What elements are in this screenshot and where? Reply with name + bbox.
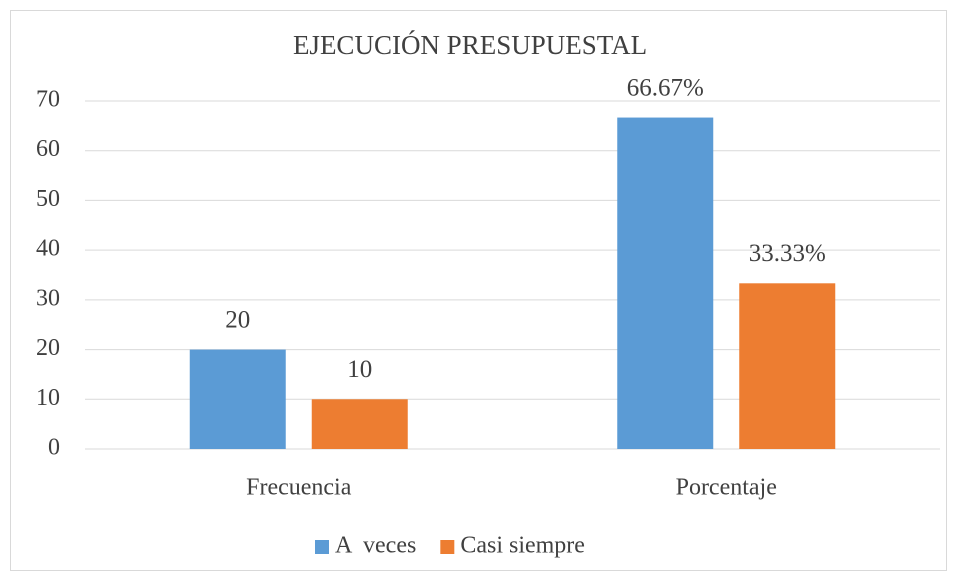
legend-swatch — [440, 540, 455, 554]
y-tick-label: 50 — [36, 186, 60, 212]
x-tick-label: Frecuencia — [246, 475, 352, 501]
y-tick-label: 10 — [36, 385, 60, 411]
legend-label: Casi siempre — [460, 533, 585, 559]
y-tick-label: 0 — [48, 435, 60, 461]
chart-title: EJECUCIÓN PRESUPUESTAL — [293, 30, 647, 60]
legend-label: A veces — [335, 533, 416, 559]
bar — [189, 349, 286, 449]
x-tick-label: Porcentaje — [676, 475, 777, 501]
bar — [617, 117, 714, 449]
y-tick-label: 70 — [36, 87, 60, 113]
bar — [311, 399, 408, 449]
data-label: 10 — [347, 356, 372, 383]
y-tick-label: 20 — [36, 335, 60, 361]
data-label: 33.33% — [749, 240, 826, 267]
legend-swatch — [315, 540, 329, 554]
y-tick-label: 30 — [36, 285, 60, 311]
y-tick-label: 60 — [36, 136, 60, 162]
y-tick-label: 40 — [36, 236, 60, 262]
bar — [739, 283, 836, 449]
data-label: 20 — [225, 306, 250, 333]
data-label: 66.67% — [627, 74, 704, 101]
